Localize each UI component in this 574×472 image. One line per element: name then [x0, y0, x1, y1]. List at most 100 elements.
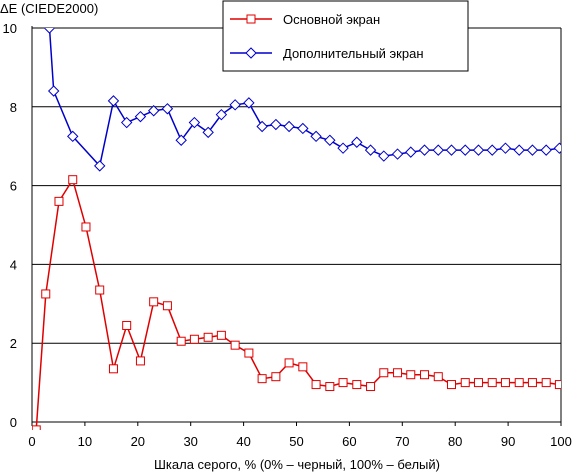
- x-tick-label: 100: [550, 434, 572, 449]
- data-point: [270, 118, 282, 131]
- y-tick-label: 8: [10, 100, 17, 115]
- x-tick-label: 90: [501, 434, 515, 449]
- legend-label-2: Дополнительный экран: [283, 46, 424, 61]
- data-point: [513, 144, 525, 156]
- x-tick-label: 10: [78, 434, 92, 449]
- data-point: [108, 364, 118, 374]
- axes: [31, 26, 562, 426]
- data-point: [418, 144, 431, 156]
- data-point: [188, 116, 201, 129]
- data-point: [459, 144, 471, 156]
- series-line-1: [35, 177, 560, 430]
- y-tick-label: 10: [3, 21, 17, 36]
- y-tick-label: 6: [10, 179, 17, 194]
- x-tick-label: 0: [28, 434, 35, 449]
- data-point: [324, 134, 336, 146]
- x-tick-label: 50: [289, 434, 303, 449]
- data-point: [473, 378, 483, 388]
- legend-marker-2: [245, 47, 257, 59]
- data-point: [393, 368, 403, 378]
- data-point: [203, 332, 213, 342]
- data-point: [122, 320, 132, 330]
- data-point: [68, 175, 78, 185]
- data-point: [257, 374, 267, 384]
- data-point: [541, 378, 551, 388]
- data-point: [364, 144, 377, 156]
- data-point: [526, 144, 539, 156]
- data-point: [215, 108, 228, 121]
- data-point: [338, 378, 348, 388]
- data-point: [107, 95, 120, 107]
- series-layer: [32, 28, 561, 430]
- data-point: [378, 150, 390, 162]
- data-point: [162, 301, 172, 311]
- data-point: [487, 378, 497, 388]
- data-point: [406, 370, 416, 380]
- y-tick-label: 0: [10, 415, 17, 430]
- legend-box: [222, 0, 469, 72]
- data-point: [351, 136, 363, 148]
- data-point: [135, 356, 145, 366]
- data-point: [298, 362, 308, 372]
- data-point: [284, 358, 294, 368]
- data-point: [500, 378, 510, 388]
- legend-marker-1: [246, 14, 256, 24]
- data-point: [271, 372, 281, 382]
- data-point: [189, 334, 199, 344]
- data-point: [95, 285, 105, 295]
- data-point: [472, 144, 485, 156]
- data-point: [41, 289, 51, 299]
- data-point: [311, 380, 321, 390]
- data-point: [175, 134, 187, 146]
- data-point: [176, 336, 186, 346]
- data-point: [445, 144, 458, 156]
- data-point: [120, 116, 133, 129]
- data-point: [554, 380, 561, 390]
- data-point: [147, 105, 160, 117]
- data-point: [379, 368, 389, 378]
- data-point: [256, 120, 268, 133]
- legend-label-1: Основной экран: [283, 12, 380, 27]
- x-tick-label: 40: [236, 434, 250, 449]
- data-point: [499, 142, 512, 154]
- data-point: [391, 148, 404, 160]
- x-tick-label: 30: [183, 434, 197, 449]
- x-tick-label: 70: [395, 434, 409, 449]
- data-point: [43, 28, 56, 34]
- y-axis-label: ΔE (CIEDE2000): [0, 1, 98, 16]
- data-point: [67, 130, 79, 143]
- data-point: [202, 126, 214, 139]
- data-point: [366, 382, 376, 392]
- data-point: [446, 380, 456, 390]
- data-point: [325, 382, 335, 392]
- data-point: [420, 370, 430, 380]
- data-point: [47, 85, 60, 97]
- data-point: [337, 142, 349, 154]
- data-point: [243, 97, 255, 109]
- grid: [32, 27, 561, 344]
- x-tick-label: 60: [342, 434, 356, 449]
- data-point: [134, 110, 147, 123]
- data-point: [149, 297, 159, 307]
- data-point: [161, 103, 174, 115]
- data-point: [283, 120, 295, 133]
- x-axis-label: Шкала серого, % (0% – черный, 100% – бел…: [154, 457, 440, 472]
- data-point: [433, 372, 443, 382]
- y-tick-label: 2: [10, 336, 17, 351]
- data-point: [54, 196, 64, 206]
- data-point: [310, 130, 322, 143]
- data-point: [32, 425, 41, 430]
- x-tick-label: 20: [131, 434, 145, 449]
- data-point: [514, 378, 524, 388]
- data-point: [527, 378, 537, 388]
- y-tick-label: 4: [10, 257, 17, 272]
- data-point: [352, 380, 362, 390]
- data-point: [230, 340, 240, 350]
- data-point: [432, 144, 444, 156]
- data-point: [460, 378, 470, 388]
- data-point: [486, 144, 498, 156]
- data-point: [297, 122, 309, 135]
- legend: Основной экран Дополнительный экран: [222, 0, 469, 72]
- data-point: [244, 348, 254, 358]
